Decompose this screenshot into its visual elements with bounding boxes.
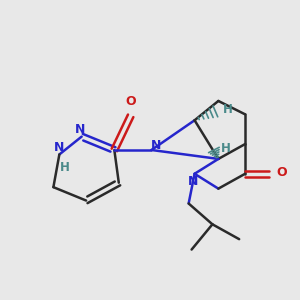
Text: H: H [223, 103, 233, 116]
Text: H: H [60, 161, 70, 174]
Text: N: N [151, 139, 161, 152]
Text: O: O [125, 95, 136, 108]
Text: H: H [221, 142, 231, 155]
Text: N: N [75, 123, 85, 136]
Text: O: O [276, 166, 287, 179]
Text: N: N [188, 175, 198, 188]
Text: N: N [54, 140, 64, 154]
